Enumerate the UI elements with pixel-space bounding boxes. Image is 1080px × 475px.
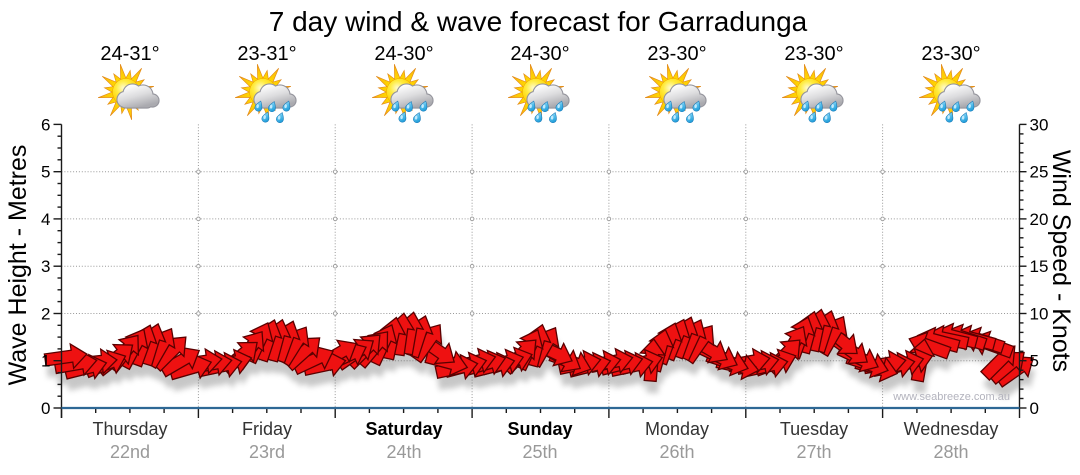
svg-text:2: 2 — [41, 305, 50, 324]
svg-text:28th: 28th — [933, 442, 968, 462]
svg-text:Wednesday: Wednesday — [904, 419, 999, 439]
svg-text:27th: 27th — [796, 442, 831, 462]
svg-text:6: 6 — [41, 115, 50, 134]
svg-text:24-30°: 24-30° — [374, 43, 433, 65]
svg-text:3: 3 — [41, 257, 50, 276]
svg-text:23rd: 23rd — [249, 442, 285, 462]
svg-text:15: 15 — [1030, 257, 1049, 276]
svg-text:26th: 26th — [659, 442, 694, 462]
svg-text:24-30°: 24-30° — [510, 43, 569, 65]
svg-text:5: 5 — [1030, 352, 1039, 371]
svg-text:30: 30 — [1030, 115, 1049, 134]
svg-text:Thursday: Thursday — [92, 419, 167, 439]
svg-text:7 day wind & wave forecast for: 7 day wind & wave forecast for Garradung… — [269, 6, 808, 37]
svg-text:25: 25 — [1030, 163, 1049, 182]
svg-text:Saturday: Saturday — [365, 419, 442, 439]
svg-text:23-30°: 23-30° — [784, 43, 843, 65]
svg-text:23-31°: 23-31° — [237, 43, 296, 65]
svg-text:Monday: Monday — [645, 419, 709, 439]
svg-text:www.seabreeze.com.au: www.seabreeze.com.au — [892, 391, 1010, 403]
svg-text:Wind Speed - Knots: Wind Speed - Knots — [1047, 150, 1075, 372]
svg-text:24-31°: 24-31° — [100, 43, 159, 65]
svg-text:0: 0 — [1030, 399, 1039, 418]
svg-text:0: 0 — [41, 399, 50, 418]
svg-text:4: 4 — [41, 210, 50, 229]
svg-text:5: 5 — [41, 163, 50, 182]
svg-text:Friday: Friday — [242, 419, 292, 439]
svg-text:Sunday: Sunday — [507, 419, 572, 439]
svg-text:Tuesday: Tuesday — [780, 419, 848, 439]
svg-text:10: 10 — [1030, 305, 1049, 324]
svg-text:23-30°: 23-30° — [647, 43, 706, 65]
svg-text:20: 20 — [1030, 210, 1049, 229]
svg-text:25th: 25th — [522, 442, 557, 462]
svg-text:23-30°: 23-30° — [921, 43, 980, 65]
svg-text:22nd: 22nd — [110, 442, 150, 462]
svg-text:Wave Height - Metres: Wave Height - Metres — [4, 145, 32, 386]
svg-text:24th: 24th — [386, 442, 421, 462]
svg-text:1: 1 — [41, 352, 50, 371]
